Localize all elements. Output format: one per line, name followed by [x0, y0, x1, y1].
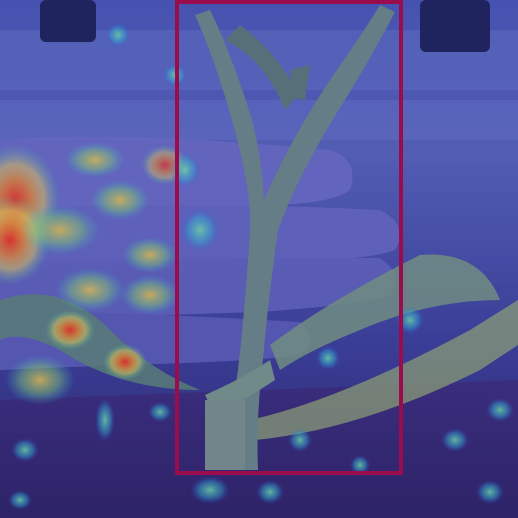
bounding-box — [175, 0, 403, 475]
heat-spot — [180, 208, 220, 252]
heat-spot — [11, 438, 39, 462]
heat-spot — [350, 455, 370, 475]
heat-spot — [120, 275, 180, 315]
pot-blurred-left — [40, 0, 96, 42]
heat-spot — [256, 480, 284, 504]
pot-blurred-right — [420, 0, 490, 52]
shelf-lower — [0, 100, 518, 140]
heat-spot — [5, 355, 75, 405]
heat-spot — [486, 398, 514, 422]
heat-spot — [55, 268, 125, 312]
heat-spot — [288, 428, 312, 452]
heat-spot — [190, 476, 230, 504]
heat-spot — [95, 398, 115, 442]
heat-spot — [106, 23, 130, 47]
heat-spot — [20, 205, 100, 255]
stem-base — [205, 400, 245, 470]
soil — [0, 380, 518, 518]
heat-spot — [122, 237, 178, 273]
heatmap-overlay — [0, 23, 514, 510]
heat-spot — [8, 490, 32, 510]
heat-spot — [103, 344, 147, 380]
heat-spot — [65, 142, 125, 178]
plant-stem — [195, 5, 395, 470]
pot-rim — [250, 300, 518, 440]
heat-spot — [476, 480, 504, 504]
heat-spot — [316, 346, 340, 370]
heat-spot — [90, 180, 150, 220]
heat-spot — [441, 428, 469, 452]
heat-spot — [45, 310, 95, 350]
heat-spot — [148, 402, 172, 422]
